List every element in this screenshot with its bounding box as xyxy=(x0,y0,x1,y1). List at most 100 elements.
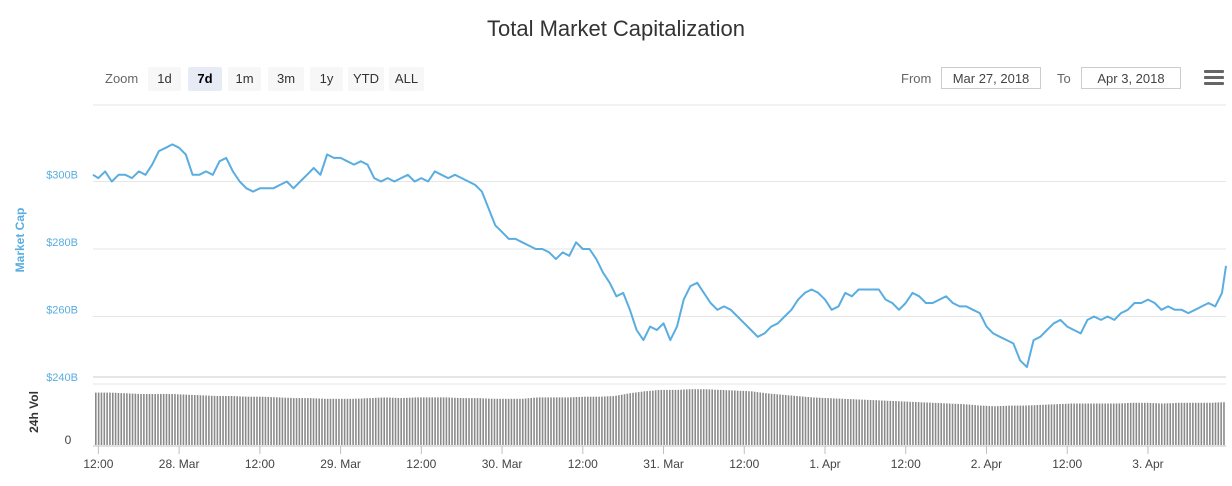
volume-bar xyxy=(635,392,637,445)
volume-bar xyxy=(338,398,340,445)
zoom-ytd-button[interactable]: YTD xyxy=(348,67,384,91)
volume-bar xyxy=(801,396,804,445)
volume-bar xyxy=(162,394,165,445)
volume-bar xyxy=(649,390,651,445)
volume-bar xyxy=(784,395,787,445)
volume-bar xyxy=(352,398,354,445)
volume-bar xyxy=(640,391,643,445)
volume-bar xyxy=(1064,403,1067,445)
volume-bar xyxy=(400,398,402,445)
volume-bar xyxy=(244,396,247,445)
volume-bar xyxy=(982,405,985,445)
volume-bar xyxy=(1067,403,1070,445)
volume-bar xyxy=(165,394,168,445)
volume-bar xyxy=(428,397,431,445)
volume-bar xyxy=(1175,402,1177,445)
volume-bar xyxy=(117,393,120,445)
volume-bar xyxy=(239,396,241,445)
zoom-1y-button[interactable]: 1y xyxy=(310,67,343,91)
volume-bar xyxy=(564,397,566,445)
from-date-input[interactable]: Mar 27, 2018 xyxy=(941,67,1041,89)
volume-bar xyxy=(425,397,428,445)
volume-bar xyxy=(473,398,476,445)
x-tick-label: 31. Mar xyxy=(643,457,684,471)
volume-bar xyxy=(1166,403,1169,445)
volume-bar xyxy=(827,398,829,445)
to-date-input[interactable]: Apr 3, 2018 xyxy=(1081,67,1181,89)
x-tick-label: 12:00 xyxy=(729,457,759,471)
hamburger-menu-icon[interactable] xyxy=(1204,70,1224,88)
volume-bar xyxy=(188,394,190,445)
volume-axis-title: 24h Vol xyxy=(27,391,41,433)
volume-bar xyxy=(920,402,923,445)
volume-bar xyxy=(1144,402,1146,445)
volume-bar xyxy=(835,398,838,445)
volume-bar xyxy=(666,389,668,445)
volume-bar xyxy=(374,397,377,445)
volume-bar xyxy=(643,391,646,445)
volume-bar xyxy=(612,396,615,445)
volume-bar xyxy=(654,390,657,445)
volume-bar xyxy=(516,398,518,445)
volume-bar xyxy=(702,389,705,445)
volume-bar xyxy=(929,402,931,445)
volume-bar xyxy=(488,398,490,445)
volume-bar xyxy=(592,396,595,445)
volume-bar xyxy=(847,399,849,445)
volume-bar xyxy=(363,398,366,445)
volume-bar xyxy=(202,395,205,445)
volume-bar xyxy=(507,398,510,445)
zoom-7d-button[interactable]: 7d xyxy=(188,67,222,91)
zoom-1m-button[interactable]: 1m xyxy=(228,67,261,91)
volume-bar xyxy=(745,391,747,445)
from-label: From xyxy=(901,71,932,86)
volume-bar xyxy=(705,389,708,445)
volume-bar xyxy=(420,397,422,445)
volume-bar xyxy=(767,393,770,445)
volume-bar xyxy=(917,402,920,445)
volume-bar xyxy=(242,396,244,445)
volume-bar xyxy=(1127,403,1129,445)
volume-bar xyxy=(1025,405,1027,445)
volume-bar xyxy=(312,398,315,445)
volume-bar xyxy=(225,396,227,445)
volume-bar xyxy=(389,397,391,445)
zoom-3m-button[interactable]: 3m xyxy=(268,67,304,91)
volume-bars xyxy=(93,376,1226,445)
volume-bar xyxy=(366,398,369,445)
volume-bar xyxy=(555,397,558,445)
volume-bar xyxy=(524,398,527,445)
volume-bar xyxy=(974,405,976,445)
volume-bar xyxy=(343,398,346,445)
volume-bar xyxy=(160,394,162,445)
volume-bar xyxy=(742,390,745,445)
volume-bar xyxy=(126,393,128,445)
zoom-1d-button[interactable]: 1d xyxy=(148,67,181,91)
volume-bar xyxy=(547,397,549,445)
volume-bar xyxy=(97,392,100,445)
volume-bar xyxy=(536,397,538,445)
to-label: To xyxy=(1057,71,1071,86)
volume-bar xyxy=(1093,403,1095,445)
volume-bar xyxy=(1155,403,1157,445)
zoom-all-button[interactable]: ALL xyxy=(389,67,424,91)
volume-bar xyxy=(273,397,275,445)
x-tick-label: 30. Mar xyxy=(482,457,523,471)
volume-bar xyxy=(999,406,1002,445)
volume-bar xyxy=(1223,402,1225,445)
volume-bar xyxy=(1115,403,1118,445)
volume-bar xyxy=(100,392,103,445)
volume-bar xyxy=(762,392,764,445)
y-tick-label: $300B xyxy=(46,170,78,182)
volume-bar xyxy=(886,400,889,445)
volume-bar xyxy=(394,397,397,445)
volume-bar xyxy=(776,394,779,445)
volume-bar xyxy=(869,400,872,445)
volume-bar xyxy=(213,395,216,445)
volume-bar xyxy=(459,398,462,445)
volume-bar xyxy=(377,397,380,445)
volume-bar xyxy=(439,397,442,445)
volume-bar xyxy=(1033,405,1036,445)
volume-bar xyxy=(714,389,716,445)
volume-bar xyxy=(264,396,267,445)
